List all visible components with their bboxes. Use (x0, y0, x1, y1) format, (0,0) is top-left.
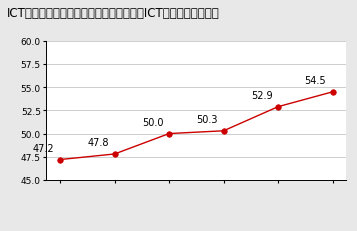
Text: 47.2: 47.2 (33, 143, 55, 153)
Text: 50.3: 50.3 (197, 114, 218, 124)
Text: 47.8: 47.8 (87, 137, 109, 147)
Text: 50.0: 50.0 (142, 117, 164, 127)
Text: ICT人材施策が充実している自治体の方がICT利活用が進む傾向: ICT人材施策が充実している自治体の方がICT利活用が進む傾向 (7, 7, 220, 20)
Text: 54.5: 54.5 (304, 76, 326, 85)
Text: 52.9: 52.9 (251, 90, 273, 100)
